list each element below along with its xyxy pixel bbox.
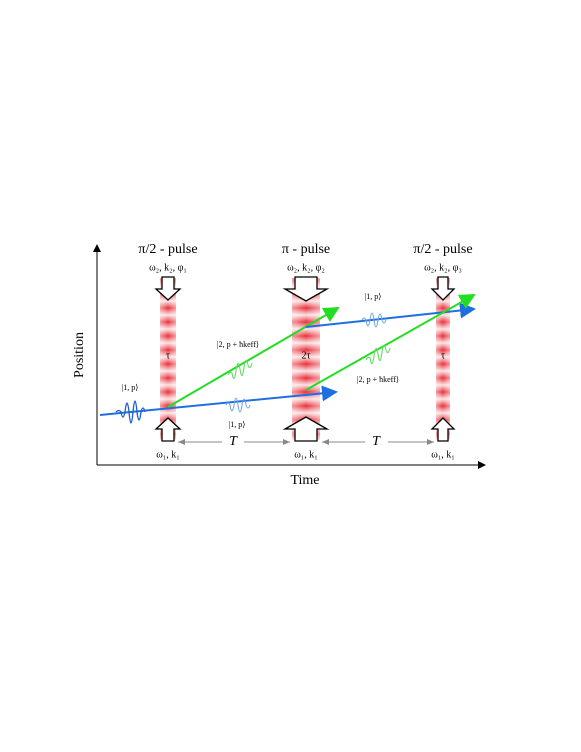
beam-arrow-down — [430, 276, 456, 301]
beam-shade — [436, 278, 450, 440]
trajectory — [167, 306, 340, 408]
wave-packet — [225, 397, 251, 413]
trajectory — [305, 294, 476, 391]
wave-packet — [227, 359, 253, 380]
top-label: ω₂, k₂, φ₁ — [149, 262, 187, 273]
wave-packet — [115, 400, 146, 424]
state-label: |1, p⟩ — [229, 420, 246, 429]
wave-packet — [365, 344, 391, 365]
trajectory — [99, 385, 338, 416]
state-label: |1, p⟩ — [122, 383, 139, 392]
top-label: ω₂, k₂, φ₂ — [287, 262, 325, 273]
wave-packet — [361, 312, 387, 328]
duration: τ — [166, 350, 170, 361]
pulse-title: π - pulse — [282, 242, 330, 257]
top-label: ω₂, k₂, φ₃ — [424, 262, 462, 273]
beam-arrow-up — [154, 417, 182, 442]
beam-shade — [160, 278, 176, 440]
state-label: |2, p + ħkeff⟩ — [357, 375, 399, 384]
state-label: |2, p + ħkeff⟩ — [217, 340, 259, 349]
spacing-label: T — [229, 434, 238, 449]
y-label: Position — [72, 332, 87, 378]
pulse-title: π/2 - pulse — [138, 242, 197, 257]
spacing-label: T — [372, 434, 381, 449]
state-label: |1, p⟩ — [365, 292, 382, 301]
bottom-label: ω₁, k₁ — [294, 449, 318, 460]
beam-arrow-up — [430, 417, 456, 442]
pulse-title: π/2 - pulse — [413, 242, 472, 257]
beam-shade — [292, 278, 320, 440]
beam-arrow-down — [154, 276, 182, 301]
x-label: Time — [290, 473, 319, 488]
beam-arrow-up — [282, 416, 330, 442]
duration: 2τ — [301, 350, 310, 361]
bottom-label: ω₁, k₁ — [156, 449, 180, 460]
duration: τ — [441, 350, 445, 361]
bottom-label: ω₁, k₁ — [431, 449, 455, 460]
beam-arrow-down — [282, 276, 330, 302]
trajectory — [305, 302, 476, 328]
